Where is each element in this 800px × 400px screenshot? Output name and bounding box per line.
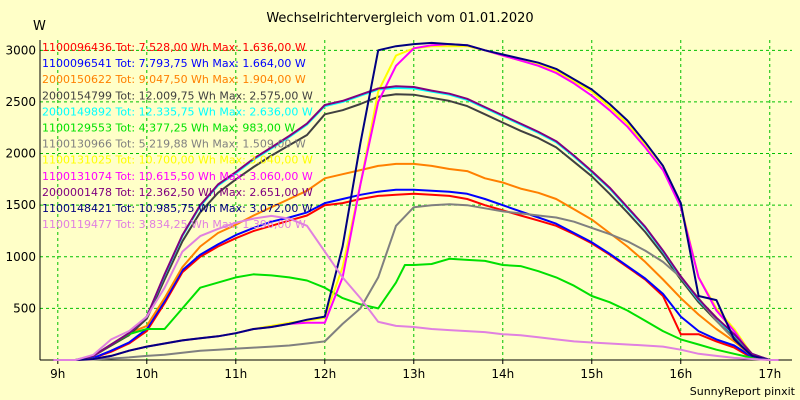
y-tick-label: 1500 (5, 198, 36, 212)
chart-footer: SunnyReport pinxit (690, 385, 796, 398)
legend-entry-2000149892: 2000149892 Tot: 12.335,75 Wh Max: 2.636,… (42, 105, 313, 118)
series-line-2000001478 (53, 85, 779, 361)
y-tick-label: 3000 (5, 43, 36, 57)
series-line-1100096436 (53, 192, 779, 361)
y-tick-label: 1000 (5, 250, 36, 264)
x-tick-label: 12h (313, 367, 336, 381)
series-lines (53, 41, 779, 361)
x-tick-label: 15h (580, 367, 603, 381)
x-tick-label: 16h (669, 367, 692, 381)
series-line-1100119477 (53, 214, 779, 361)
legend-entry-1100131074: 1100131074 Tot: 10.615,50 Wh Max: 3.060,… (42, 170, 313, 183)
plot-area (40, 40, 792, 360)
legend-entry-1100148421: 1100148421 Tot: 10.985,75 Wh Max: 3.072,… (42, 202, 313, 215)
series-line-1100130966 (53, 203, 779, 361)
y-axis-unit: W (33, 19, 46, 34)
legend-entry-1100096436: 1100096436 Tot: 7.528,00 Wh Max: 1.636,0… (42, 41, 306, 54)
legend-entry-1100119477: 1100119477 Tot: 3.834,25 Wh Max: 1.396,0… (42, 218, 306, 231)
x-tick-labels: 9h 10h 11h 12h 13h 14h 15h 16h 17h (50, 367, 781, 381)
x-tick-label: 9h (50, 367, 65, 381)
legend-entry-1100129553: 1100129553 Tot: 4.377,25 Wh Max: 983,00 … (42, 122, 295, 135)
series-line-1100148421 (53, 41, 779, 361)
y-tick-label: 500 (13, 301, 36, 315)
series-line-1100096541 (53, 188, 779, 361)
x-tick-label: 14h (491, 367, 514, 381)
series-line-2000154799 (53, 93, 779, 361)
x-tick-label: 13h (402, 367, 425, 381)
series-line-2000150622 (53, 162, 779, 361)
y-tick-labels: 500 1000 1500 2000 2500 3000 (5, 43, 36, 315)
series-line-1100129553 (53, 257, 779, 361)
legend-entry-2000154799: 2000154799 Tot: 12.009,75 Wh Max: 2.575,… (42, 89, 313, 102)
legend-entry-2000150622: 2000150622 Tot: 9.047,50 Wh Max: 1.904,0… (42, 73, 306, 86)
legend-entry-1100096541: 1100096541 Tot: 7.793,75 Wh Max: 1.664,0… (42, 57, 306, 70)
legend-entry-1100130966: 1100130966 Tot: 5.219,88 Wh Max: 1.509,0… (42, 138, 306, 151)
y-tick-label: 2500 (5, 95, 36, 109)
legend: 1100096436 Tot: 7.528,00 Wh Max: 1.636,0… (42, 41, 313, 231)
x-tick-label: 11h (224, 367, 247, 381)
chart-title: Wechselrichtervergleich vom 01.01.2020 (266, 11, 533, 26)
y-tick-label: 2000 (5, 147, 36, 161)
legend-entry-1100131025: 1100131025 Tot: 10.700,00 Wh Max: 3.040,… (42, 154, 313, 167)
x-tick-label: 17h (758, 367, 781, 381)
x-tick-label: 10h (135, 367, 158, 381)
legend-entry-2000001478: 2000001478 Tot: 12.362,50 Wh Max: 2.651,… (42, 186, 313, 199)
